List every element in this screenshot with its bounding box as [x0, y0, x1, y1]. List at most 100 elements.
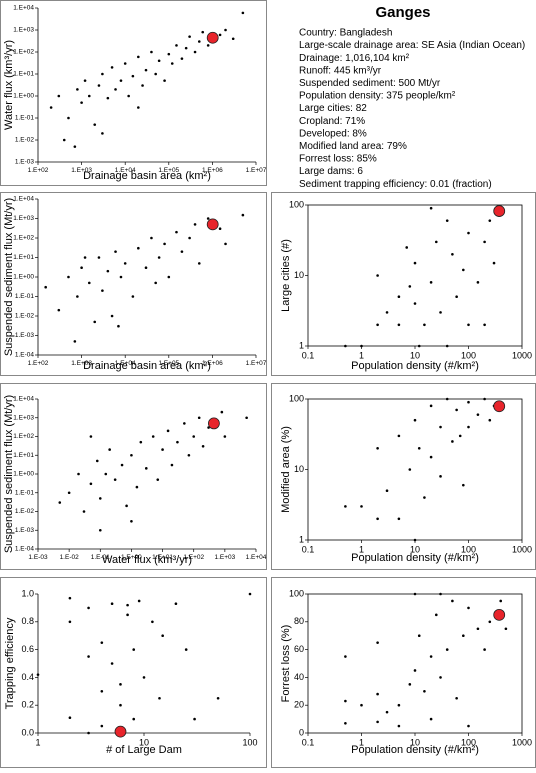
x-tick-label: 1 — [359, 738, 364, 748]
plot-frame — [307, 593, 523, 734]
point — [170, 62, 174, 65]
point — [114, 250, 117, 253]
y-tick-label: 1.E+00 — [13, 93, 34, 100]
point — [101, 72, 104, 76]
x-tick-label: 1000 — [512, 738, 532, 748]
point — [151, 435, 155, 438]
point — [467, 400, 470, 404]
point — [110, 662, 114, 665]
point — [184, 648, 188, 651]
point — [458, 434, 462, 438]
point — [360, 703, 363, 707]
point — [344, 344, 347, 348]
point — [119, 275, 123, 279]
x-tick-label: 1.E+04 — [115, 167, 136, 174]
y-tick-label: 100 — [289, 588, 304, 598]
point — [439, 425, 442, 429]
x-axis-title: Population density (#/km²) — [351, 744, 479, 756]
point — [89, 435, 93, 438]
point — [113, 478, 117, 481]
point — [455, 696, 458, 700]
x-tick-label: 1.E+01 — [152, 554, 173, 561]
point — [98, 497, 102, 500]
panel-frame — [0, 383, 267, 570]
point — [385, 710, 389, 714]
point — [467, 425, 470, 429]
point — [455, 295, 458, 299]
point — [132, 717, 136, 721]
point — [132, 648, 136, 651]
point — [241, 11, 245, 15]
x-tick-label: 1.E-01 — [91, 554, 111, 561]
y-tick-label: 1 — [299, 340, 304, 350]
y-tick-label: 1.E+00 — [13, 471, 34, 478]
point — [67, 275, 70, 279]
point — [106, 96, 110, 100]
info-line: Drainage: 1,016,104 km² — [299, 53, 410, 64]
x-tick-label: 1.E+04 — [246, 554, 267, 561]
point — [163, 79, 166, 82]
y-tick-label: 1.E-01 — [15, 489, 35, 496]
point — [413, 592, 417, 596]
point — [429, 206, 433, 210]
point — [439, 592, 442, 596]
info-line: Large-scale drainage area: SE Asia (Indi… — [299, 40, 525, 51]
point — [193, 717, 196, 721]
y-tick-label: 1.E-03 — [15, 527, 35, 534]
point — [467, 606, 470, 610]
point — [131, 295, 135, 298]
point — [423, 496, 426, 499]
point — [483, 240, 486, 244]
point — [144, 68, 148, 72]
point — [150, 50, 153, 54]
y-tick-label: 1.E+00 — [13, 274, 34, 281]
x-tick-label: 1 — [359, 351, 364, 361]
y-tick-label: 1.E-04 — [15, 352, 35, 359]
point — [100, 724, 104, 728]
point — [224, 28, 227, 32]
y-tick-label: 1.E-02 — [15, 137, 35, 144]
point — [76, 88, 79, 91]
point — [192, 435, 196, 438]
point — [376, 517, 379, 521]
point — [492, 261, 496, 265]
x-tick-label: 1.E+02 — [28, 360, 49, 367]
x-tick-label: 100 — [461, 351, 476, 361]
point — [174, 602, 178, 606]
point — [87, 94, 91, 98]
highlight-point — [493, 205, 506, 217]
point — [206, 44, 210, 47]
point — [82, 510, 86, 513]
point — [429, 455, 433, 459]
y-tick-label: 1.E+03 — [13, 414, 34, 421]
point — [193, 50, 197, 54]
point — [397, 434, 401, 438]
point — [126, 603, 129, 607]
point — [106, 269, 110, 273]
panel-frame — [0, 0, 267, 186]
info-line: Large dams: 6 — [299, 166, 363, 177]
point — [188, 35, 191, 38]
y-tick-label: 0.6 — [21, 644, 34, 654]
x-tick-label: 1.E-03 — [28, 554, 48, 561]
x-tick-label: 1.E+02 — [28, 167, 49, 174]
point — [98, 528, 102, 532]
point — [376, 692, 379, 696]
point — [408, 285, 412, 288]
x-axis-title: # of Large Dam — [106, 744, 182, 756]
point — [170, 463, 174, 467]
y-tick-label: 10 — [294, 270, 304, 280]
point — [97, 84, 101, 87]
point — [223, 435, 227, 438]
point — [76, 295, 79, 298]
point — [167, 52, 171, 56]
y-axis-title: Modified area (%) — [280, 426, 292, 513]
point — [483, 323, 486, 327]
point — [451, 440, 454, 443]
point — [451, 252, 454, 256]
point — [344, 655, 347, 658]
highlight-point — [114, 725, 127, 738]
y-tick-label: 1.E+01 — [13, 71, 34, 78]
x-tick-label: 1 — [359, 545, 364, 555]
point — [476, 413, 480, 416]
